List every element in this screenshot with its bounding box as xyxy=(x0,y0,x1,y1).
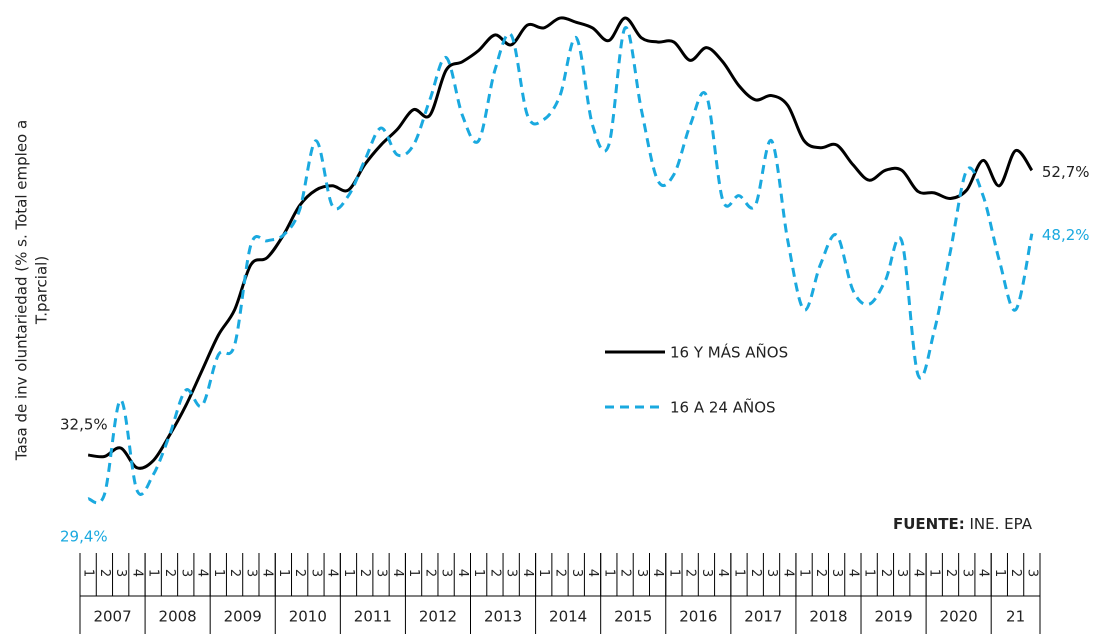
legend-label: 16 Y MÁS AÑOS xyxy=(670,343,788,362)
year-label: 2009 xyxy=(224,608,262,626)
quarter-label: 4 xyxy=(260,569,275,577)
quarter-label: 3 xyxy=(634,569,649,577)
year-label: 2012 xyxy=(419,608,457,626)
quarter-label: 2 xyxy=(683,569,698,577)
quarter-label: 4 xyxy=(520,569,535,577)
quarter-label: 1 xyxy=(536,569,551,577)
year-label: 2019 xyxy=(874,608,912,626)
quarter-label: 1 xyxy=(992,569,1007,577)
quarter-label: 1 xyxy=(341,569,356,577)
quarter-label: 3 xyxy=(308,569,323,577)
quarter-label: 3 xyxy=(959,569,974,577)
year-label: 2015 xyxy=(614,608,652,626)
quarter-label: 2 xyxy=(227,569,242,577)
quarter-label: 3 xyxy=(439,569,454,577)
quarter-label: 4 xyxy=(845,569,860,577)
source: FUENTE: INE. EPA xyxy=(893,515,1033,533)
quarter-label: 3 xyxy=(243,569,258,577)
quarter-label: 2 xyxy=(422,569,437,577)
quarter-label: 3 xyxy=(764,569,779,577)
quarter-label: 4 xyxy=(325,569,340,577)
quarter-label: 3 xyxy=(504,569,519,577)
quarter-label: 2 xyxy=(357,569,372,577)
series-line xyxy=(87,26,1034,505)
quarter-label: 2 xyxy=(97,569,112,577)
source-label: FUENTE: xyxy=(893,515,965,533)
quarter-label: 2 xyxy=(878,569,893,577)
data-label: 48,2% xyxy=(1042,226,1090,244)
quarter-label: 2 xyxy=(1008,569,1023,577)
quarter-label: 3 xyxy=(569,569,584,577)
year-label: 21 xyxy=(1006,608,1025,626)
quarter-label: 2 xyxy=(748,569,763,577)
year-label: 2017 xyxy=(744,608,782,626)
quarter-label: 4 xyxy=(129,569,144,577)
quarter-label: 3 xyxy=(1024,569,1039,577)
year-label: 2014 xyxy=(549,608,587,626)
quarter-label: 2 xyxy=(487,569,502,577)
quarter-label: 1 xyxy=(666,569,681,577)
quarter-label: 3 xyxy=(374,569,389,577)
quarter-label: 4 xyxy=(976,569,991,577)
quarter-label: 1 xyxy=(276,569,291,577)
y-axis-title-line: T.parcial) xyxy=(33,256,51,325)
year-label: 2011 xyxy=(354,608,392,626)
quarter-label: 4 xyxy=(585,569,600,577)
quarter-label: 3 xyxy=(894,569,909,577)
quarter-label: 4 xyxy=(715,569,730,577)
quarter-label: 1 xyxy=(211,569,226,577)
quarter-label: 1 xyxy=(146,569,161,577)
quarter-label: 1 xyxy=(862,569,877,577)
quarter-label: 4 xyxy=(195,569,210,577)
quarter-label: 3 xyxy=(113,569,128,577)
quarter-label: 4 xyxy=(390,569,405,577)
y-axis-title-line: Tasa de inv oluntariedad (% s. Total emp… xyxy=(13,120,31,461)
quarter-label: 2 xyxy=(553,569,568,577)
quarter-label: 4 xyxy=(455,569,470,577)
quarter-label: 1 xyxy=(797,569,812,577)
data-label: 52,7% xyxy=(1042,163,1090,181)
year-label: 2020 xyxy=(940,608,978,626)
quarter-label: 1 xyxy=(731,569,746,577)
year-label: 2008 xyxy=(159,608,197,626)
quarter-label: 2 xyxy=(618,569,633,577)
year-label: 2018 xyxy=(809,608,847,626)
quarter-label: 1 xyxy=(927,569,942,577)
y-axis-title: Tasa de inv oluntariedad (% s. Total emp… xyxy=(13,120,51,461)
quarter-label: 4 xyxy=(780,569,795,577)
quarter-label: 2 xyxy=(292,569,307,577)
year-label: 2013 xyxy=(484,608,522,626)
series-line xyxy=(87,16,1034,470)
year-label: 2016 xyxy=(679,608,717,626)
quarter-label: 3 xyxy=(829,569,844,577)
legend-label: 16 A 24 AÑOS xyxy=(670,398,776,417)
quarter-label: 1 xyxy=(601,569,616,577)
quarter-label: 4 xyxy=(910,569,925,577)
data-label: 29,4% xyxy=(60,527,108,545)
quarter-label: 3 xyxy=(178,569,193,577)
year-label: 2007 xyxy=(93,608,131,626)
quarter-label: 1 xyxy=(406,569,421,577)
quarter-label: 1 xyxy=(471,569,486,577)
quarter-label: 1 xyxy=(81,569,96,577)
data-label: 32,5% xyxy=(60,416,108,434)
quarter-label: 4 xyxy=(650,569,665,577)
quarter-label: 2 xyxy=(162,569,177,577)
quarter-label: 2 xyxy=(943,569,958,577)
year-label: 2010 xyxy=(289,608,327,626)
source-text: INE. EPA xyxy=(970,515,1033,533)
quarter-label: 3 xyxy=(699,569,714,577)
quarter-label: 2 xyxy=(813,569,828,577)
